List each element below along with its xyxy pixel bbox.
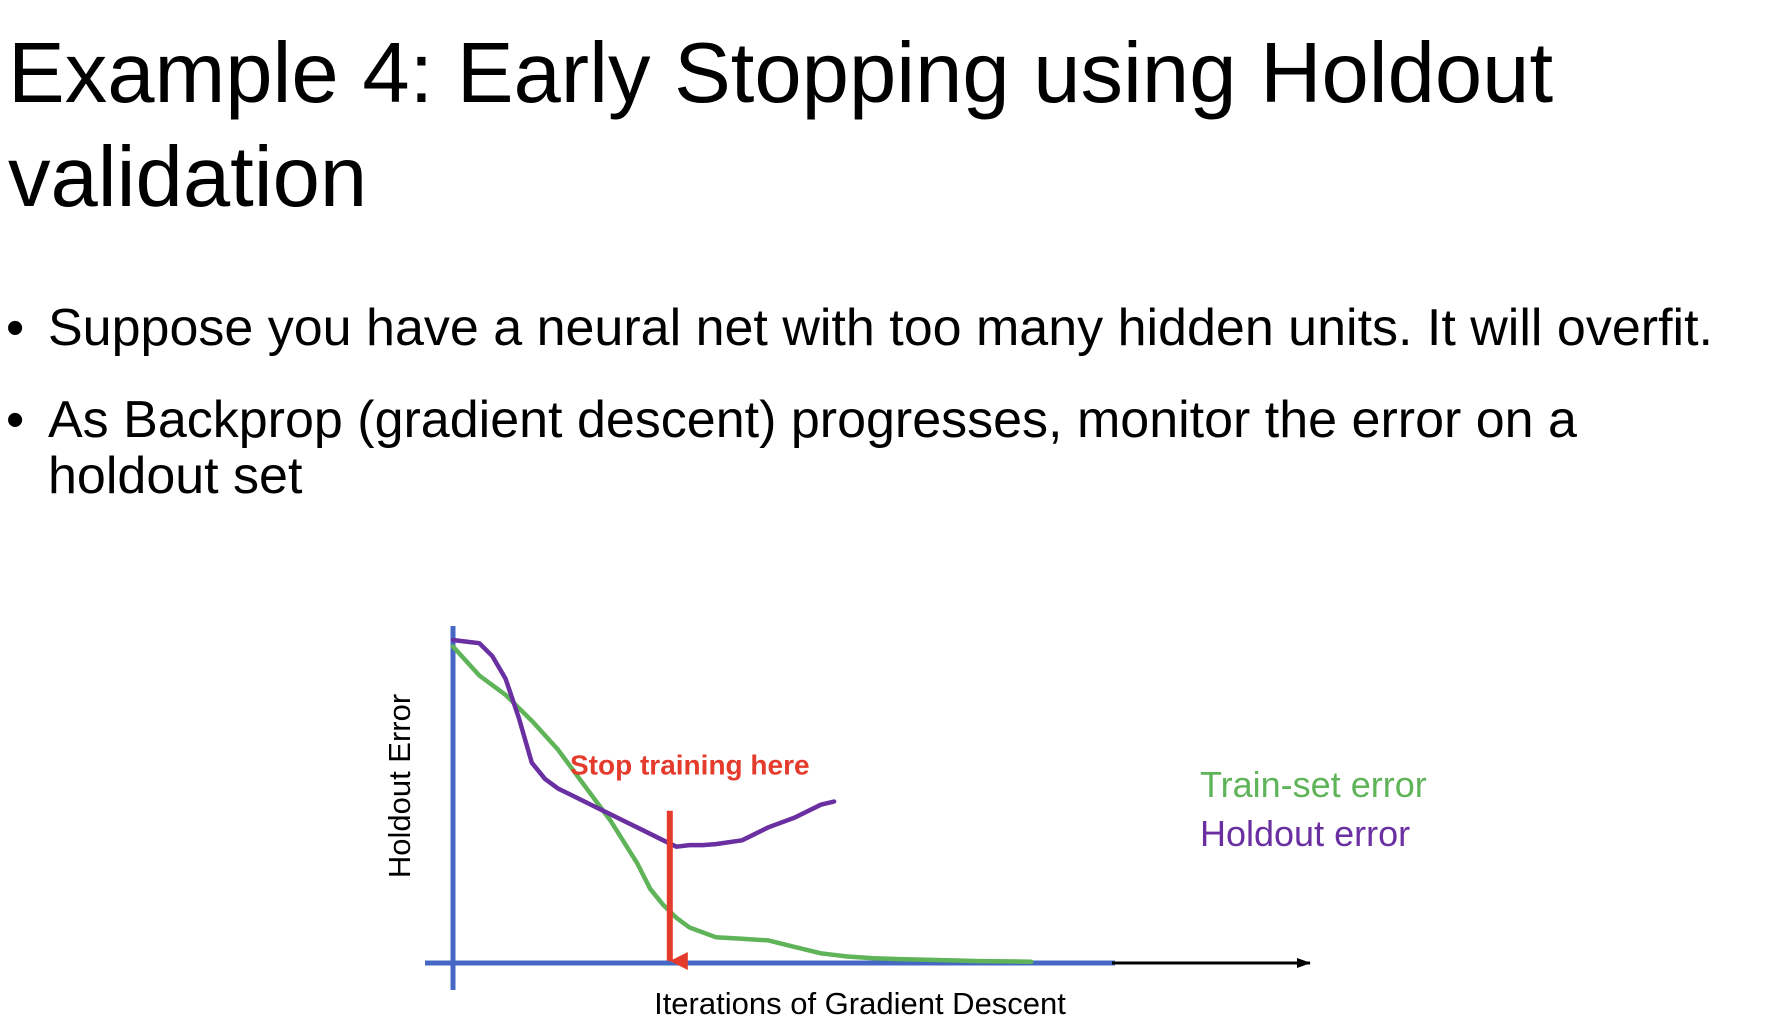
bullet-dot: • xyxy=(6,299,25,357)
series-line-train-set-error xyxy=(450,644,1034,964)
bullet-list: • Suppose you have a neural net with too… xyxy=(0,300,1769,540)
stop-training-label: Stop training here xyxy=(570,750,810,781)
series-line-holdout-error xyxy=(450,637,837,849)
slide-title: Example 4: Early Stopping using Holdout … xyxy=(8,26,1554,225)
bullet-text: As Backprop (gradient descent) progresse… xyxy=(48,391,1577,505)
bullet-item: • As Backprop (gradient descent) progres… xyxy=(0,392,1748,504)
legend-entry-holdout-error: Holdout error xyxy=(1200,813,1410,854)
x-axis-label: Iterations of Gradient Descent xyxy=(654,986,1066,1021)
legend-entry-train-set-error: Train-set error xyxy=(1200,764,1427,805)
bullet-dot: • xyxy=(6,391,25,449)
bullet-text: Suppose you have a neural net with too m… xyxy=(48,299,1713,357)
y-axis-label: Holdout Error xyxy=(382,694,417,878)
bullet-item: • Suppose you have a neural net with too… xyxy=(0,300,1748,356)
